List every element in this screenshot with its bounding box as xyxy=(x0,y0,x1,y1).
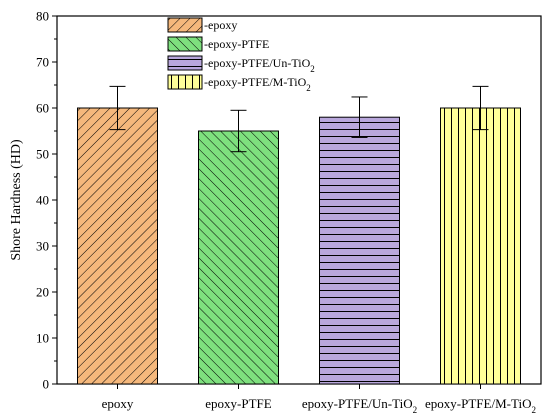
y-axis-title: Shore Hardness (HD) xyxy=(9,139,24,261)
x-tick-label: epoxy xyxy=(102,396,134,411)
x-tick-label: epoxy-PTFE/Un-TiO2 xyxy=(302,396,417,415)
legend-swatch xyxy=(167,74,203,90)
y-tick-label: 60 xyxy=(36,101,49,116)
bar xyxy=(198,130,279,385)
legend-label: -epoxy-PTFE xyxy=(204,37,269,51)
legend-label: -epoxy xyxy=(204,18,237,32)
bar xyxy=(319,116,400,385)
x-tick-label: epoxy-PTFE xyxy=(205,396,272,411)
y-tick-label: 10 xyxy=(36,331,49,346)
y-tick-label: 30 xyxy=(36,239,49,254)
plot-area: 0 10 20 30 40 50 60 70 80 epoxy epoxy-PTFE epoxy-PT… xyxy=(36,9,542,415)
legend-label: -epoxy-PTFE/Un-TiO2 xyxy=(204,56,315,74)
x-tick-label: epoxy-PTFE/M-TiO2 xyxy=(425,396,536,415)
legend-label: -epoxy-PTFE/M-TiO2 xyxy=(204,75,311,93)
bar xyxy=(440,107,521,385)
y-tick-label: 80 xyxy=(36,9,49,24)
y-tick-label: 50 xyxy=(36,147,49,162)
legend: -epoxy -epoxy-PTFE -epoxy-PTFE/Un-TiO2-epo… xyxy=(167,17,315,93)
bar xyxy=(77,107,158,385)
y-tick-label: 70 xyxy=(36,55,49,70)
legend-swatch xyxy=(167,55,203,71)
y-tick-label: 20 xyxy=(36,285,49,300)
legend-swatch xyxy=(167,17,203,33)
y-tick-label: 0 xyxy=(43,377,50,392)
legend-swatch xyxy=(167,36,203,52)
y-tick-label: 40 xyxy=(36,193,49,208)
